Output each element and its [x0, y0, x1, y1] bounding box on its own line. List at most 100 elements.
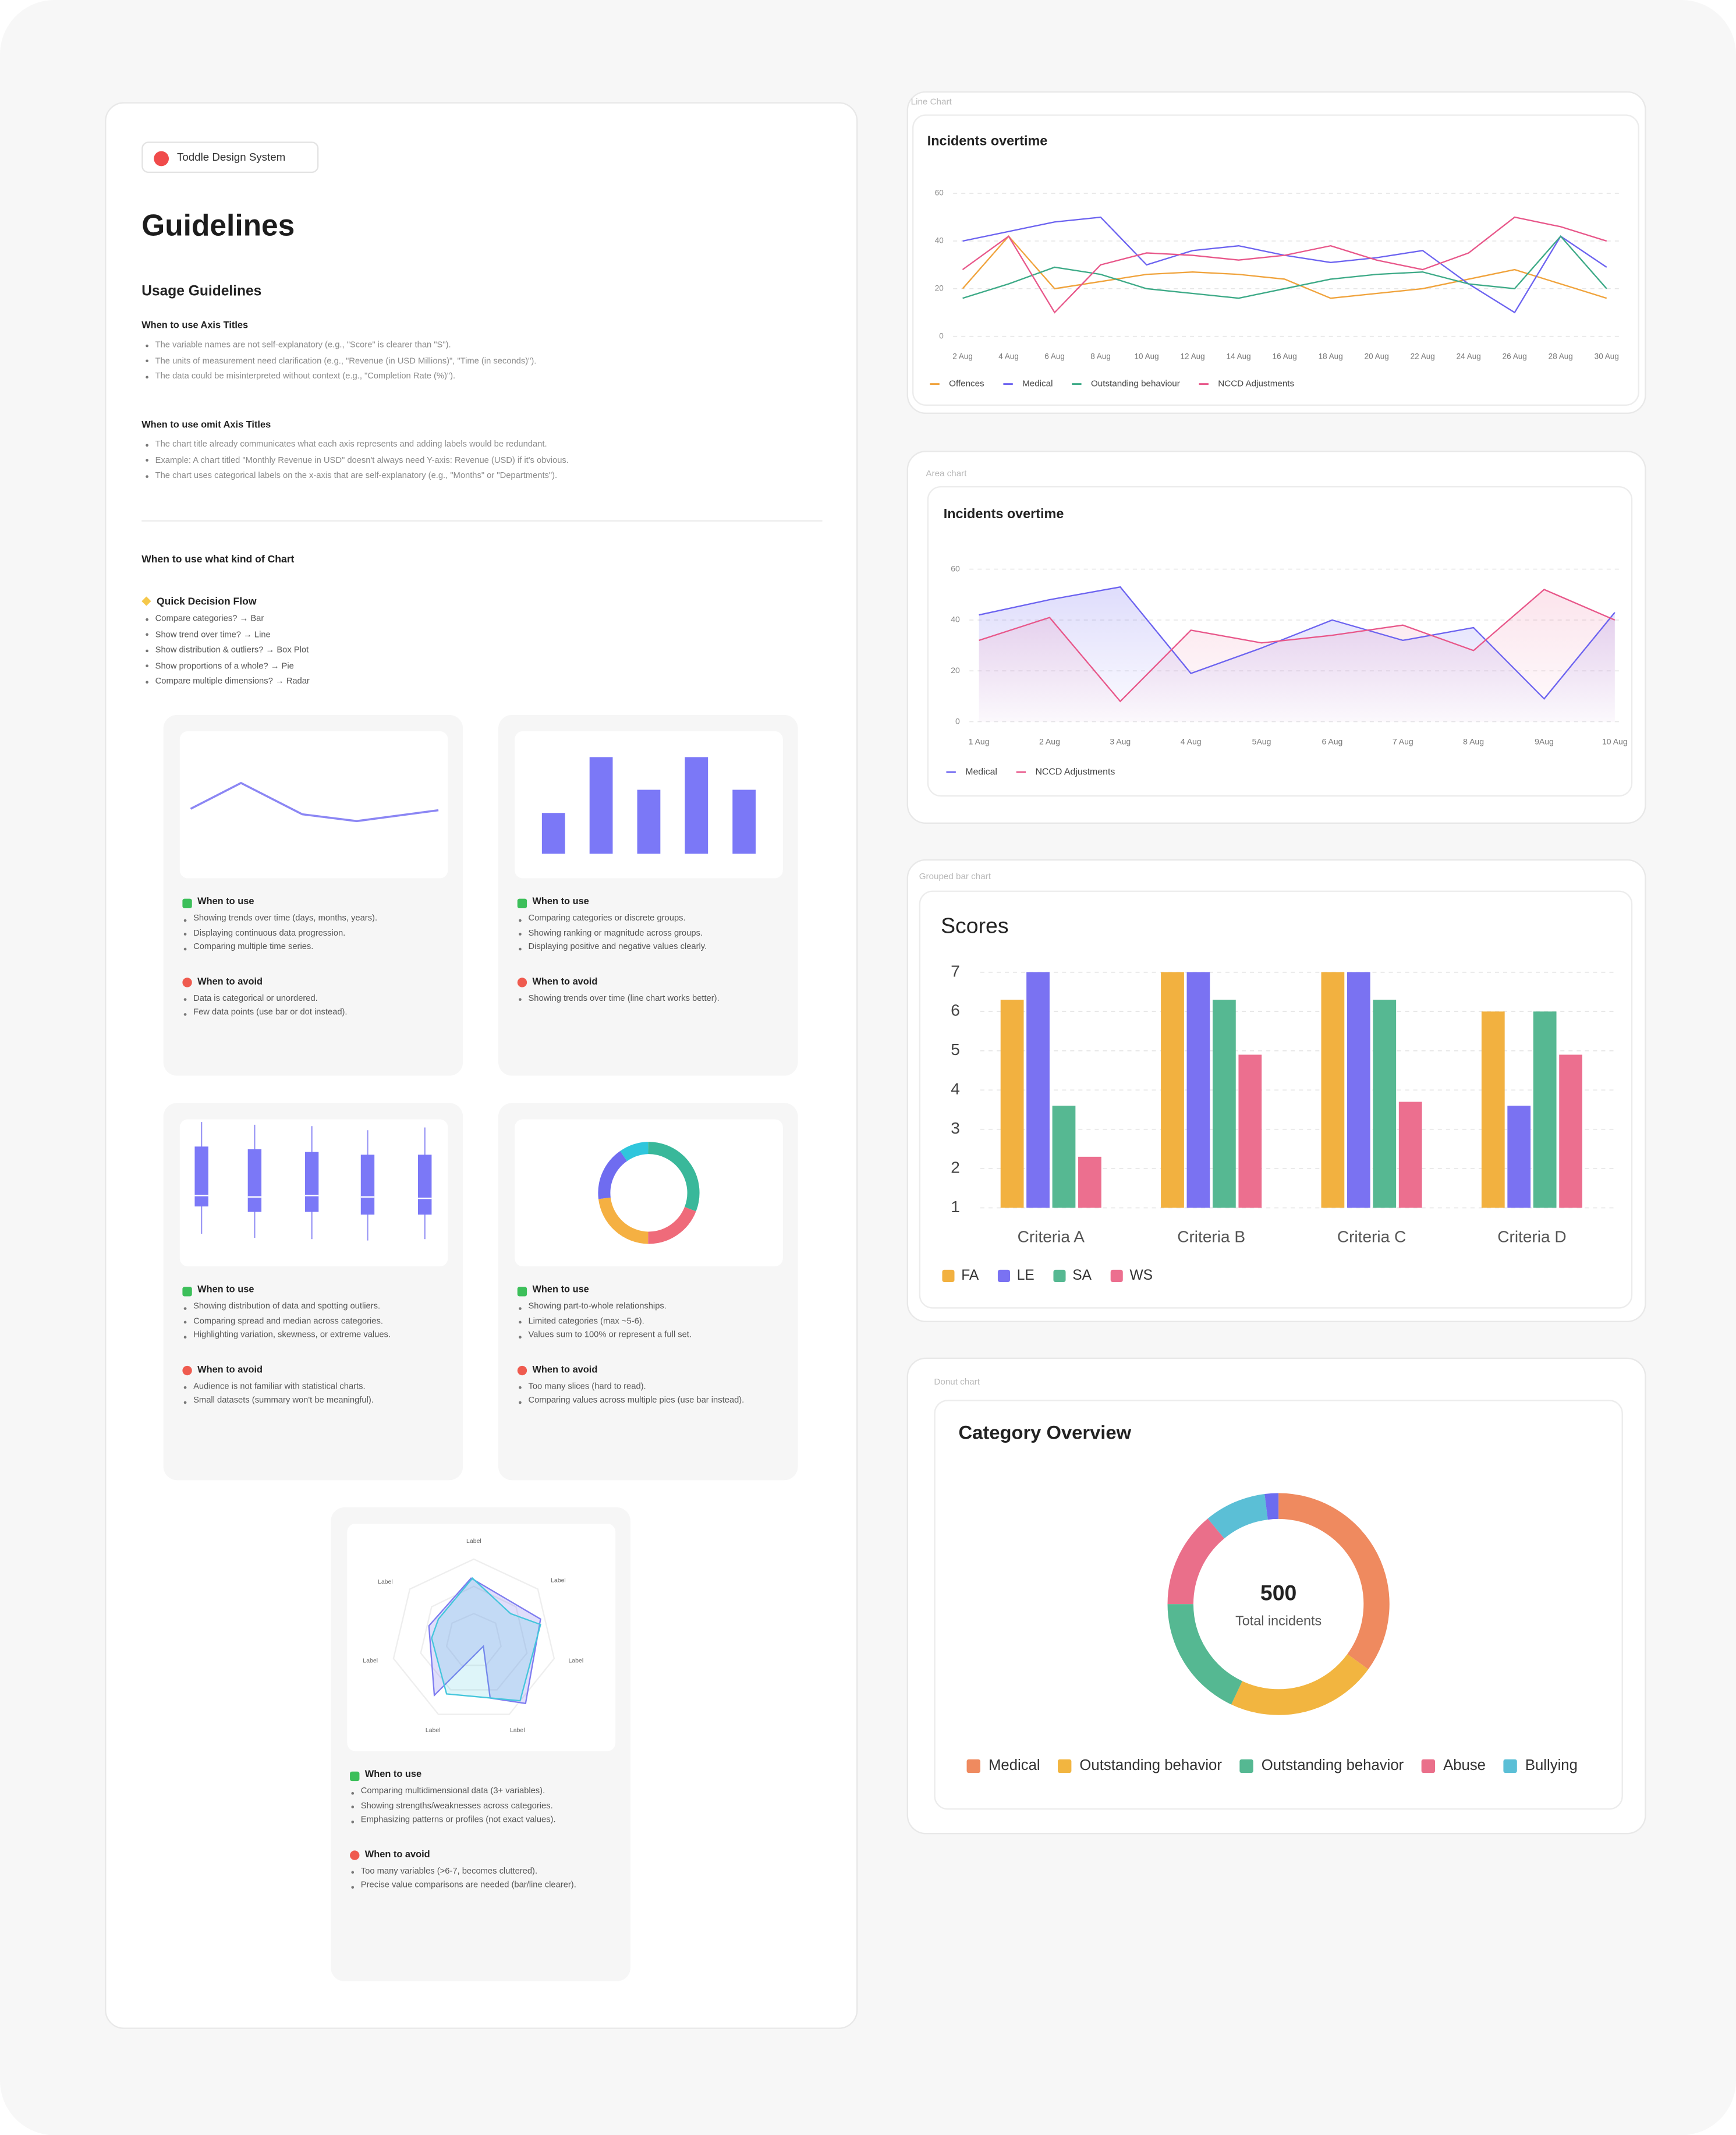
legend-label: Medical [965, 767, 997, 777]
bullet-dot [519, 933, 522, 936]
x-tick-label: Criteria B [1177, 1227, 1245, 1245]
x-tick-label: 26 Aug [1503, 352, 1527, 360]
donut-segment [1207, 1494, 1269, 1539]
bullet-dot [183, 1400, 187, 1404]
bar [1559, 1054, 1582, 1208]
bullet-dot [351, 1791, 355, 1795]
bar [1052, 1106, 1076, 1208]
bullet-item: Displaying positive and negative values … [518, 941, 779, 955]
bar [1507, 1106, 1531, 1208]
guide-heading: When to avoid [350, 1850, 611, 1860]
radar-label: Label [378, 1578, 393, 1585]
guide-card: When to use Showing trends over time (day… [163, 714, 463, 1076]
bullet-dot [146, 633, 149, 637]
radar-series [431, 1577, 541, 1702]
bar [1481, 1011, 1505, 1208]
radar-label: Label [426, 1727, 441, 1734]
bullet-text: Comparing multiple time series. [193, 942, 314, 952]
radar-label: Label [466, 1538, 481, 1545]
y-tick-label: 60 [951, 564, 960, 573]
guide-heading: When to avoid [182, 977, 444, 987]
bullet-dot [146, 459, 149, 462]
bullet-dot [351, 1871, 355, 1875]
guide-heading: When to avoid [182, 1365, 444, 1376]
x-tick-label: 4 Aug [998, 352, 1019, 360]
badge: Toddle Design System [141, 141, 319, 174]
bullet-dot [183, 933, 187, 936]
legend-label: NCCD Adjustments [1035, 767, 1115, 777]
section-heading: When to use what kind of Chart [141, 553, 295, 565]
bullet-dot [183, 998, 187, 1001]
bullet-dot [146, 680, 149, 684]
series-line [979, 589, 1615, 703]
legend-swatch [1503, 1759, 1517, 1773]
bullet-dot [146, 617, 149, 621]
legend-swatch [1421, 1759, 1436, 1773]
bullet-dot [519, 1400, 522, 1404]
bullet-dot [146, 475, 149, 478]
bullet-text: Showing trends over time (days, months, … [193, 914, 378, 923]
x-tick-label: 14 Aug [1227, 352, 1251, 360]
x-tick-label: 10 Aug [1602, 737, 1628, 746]
y-tick-label: 6 [951, 1001, 960, 1019]
bullet-item: Show proportions of a whole? → Pie [144, 658, 294, 674]
bullet-item: Values sum to 100% or represent a full s… [518, 1329, 779, 1344]
bullet-item: Limited categories (max ~5-6). [518, 1315, 779, 1329]
x-tick-label: 16 Aug [1273, 352, 1297, 360]
status-icon [182, 898, 192, 908]
series-line [979, 586, 1615, 700]
guide-heading: When to avoid [517, 977, 779, 987]
legend-label: LE [1017, 1267, 1034, 1283]
bullet-text: Compare categories? → Bar [155, 614, 264, 624]
bullet-item: The variable names are not self-explanat… [144, 338, 451, 353]
radar-label: Label [510, 1727, 525, 1734]
preview-bars [541, 757, 756, 854]
series-line [962, 235, 1607, 299]
y-tick-label: 2 [951, 1158, 960, 1176]
bullet-dot [519, 1386, 522, 1390]
y-tick-label: 20 [951, 665, 960, 675]
bullet-item: Too many slices (hard to read). [518, 1380, 779, 1394]
guide-text: When to use Comparing multidimensional da… [350, 1770, 611, 1893]
page-title: Guidelines [141, 208, 295, 243]
legend-swatch [942, 1269, 955, 1282]
bullet-dot [351, 1805, 355, 1809]
bullet-item: Audience is not familiar with statistica… [182, 1380, 444, 1394]
x-tick-label: 2 Aug [952, 352, 973, 360]
bullet-item: Too many variables (>6-7, becomes clutte… [350, 1865, 611, 1879]
bullet-dot [146, 344, 149, 348]
status-icon [517, 898, 527, 908]
bullet-item: Emphasizing patterns or profiles (not ex… [350, 1814, 611, 1828]
panel-label: Line Chart [911, 97, 952, 107]
bullet-text: Show trend over time? → Line [155, 629, 271, 640]
x-tick-label: 1 Aug [969, 737, 990, 746]
legend-label: WS [1129, 1267, 1153, 1283]
subheading: When to use omit Axis Titles [141, 420, 271, 431]
bullet-item: Showing strengths/weaknesses across cate… [350, 1800, 611, 1814]
center-value: 500 [1260, 1581, 1296, 1605]
bullet-item: Comparing multiple time series. [182, 941, 444, 955]
bullet-text: Limited categories (max ~5-6). [528, 1316, 644, 1326]
bullet-dot [351, 1819, 355, 1824]
bullet-dot [183, 1386, 187, 1390]
bullet-item: Precise value comparisons are needed (ba… [350, 1879, 611, 1894]
bar [1026, 972, 1050, 1208]
x-tick-label: 3 Aug [1110, 737, 1131, 746]
bullet-dot [519, 1307, 522, 1310]
bullet-text: Audience is not familiar with statistica… [193, 1381, 366, 1392]
legend-label: Outstanding behavior [1262, 1757, 1404, 1773]
decision-flow-heading: Quick Decision Flow [156, 595, 257, 608]
bullet-text: Few data points (use bar or dot instead)… [193, 1007, 348, 1018]
bullet-text: Example: A chart titled "Monthly Revenue… [155, 455, 569, 465]
bullet-dot [183, 1012, 187, 1016]
bullet-dot [519, 918, 522, 922]
bullet-dot [146, 443, 149, 447]
bullet-dot [183, 1307, 187, 1310]
bullet-item: Compare categories? → Bar [144, 611, 264, 627]
bar [1533, 1011, 1557, 1208]
guide-text: When to use Showing trends over time (day… [182, 897, 444, 1021]
chart-card [934, 1400, 1623, 1810]
preview-donut [598, 1142, 700, 1244]
section-heading: Usage Guidelines [141, 283, 262, 300]
y-tick-label: 0 [955, 716, 960, 725]
